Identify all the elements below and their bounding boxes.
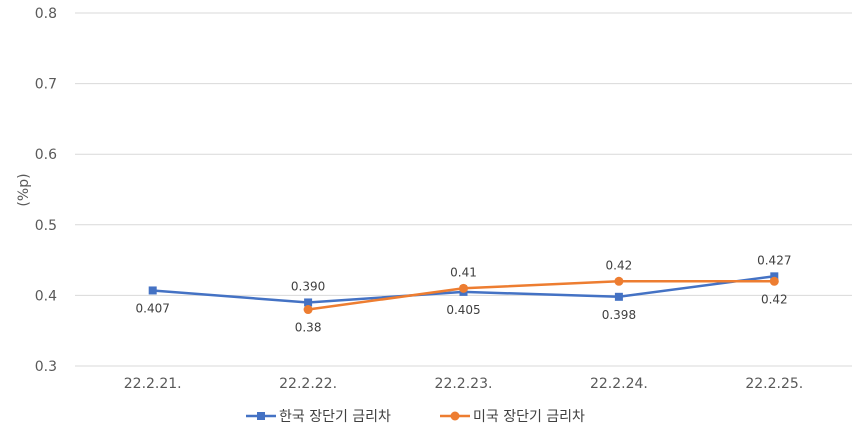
- x-tick-label: 22.2.24.: [590, 376, 648, 392]
- x-tick-label: 22.2.25.: [745, 376, 803, 392]
- legend: 한국 장단기 금리차 미국 장단기 금리차: [246, 409, 585, 425]
- y-tick-label: 0.7: [35, 77, 57, 93]
- data-point-marker: [148, 286, 157, 295]
- y-tick-label: 0.3: [35, 359, 57, 375]
- legend-swatch-marker: [450, 411, 460, 421]
- data-labels: 0.407 0.390 0.405 0.398 0.427 0.38 0.41 0.42 0.4…: [136, 253, 792, 334]
- series-line-2: [307, 280, 775, 311]
- data-label: 0.407: [136, 301, 170, 315]
- x-tick-label: 22.2.22.: [279, 376, 337, 392]
- data-label: 0.42: [761, 292, 788, 306]
- data-point-marker: [770, 272, 779, 281]
- data-label: 0.42: [606, 258, 633, 272]
- y-tick-label: 0.8: [35, 6, 57, 22]
- x-tick-label: 22.2.23.: [435, 376, 493, 392]
- x-tick-label: 22.2.21.: [124, 376, 182, 392]
- y-tick-label: 0.5: [35, 218, 57, 234]
- legend-entry-label: 미국 장단기 금리차: [473, 409, 585, 425]
- data-point-marker: [459, 283, 468, 293]
- legend-entry-label: 한국 장단기 금리차: [279, 409, 391, 425]
- data-label: 0.405: [446, 303, 480, 317]
- y-axis-ticks: 0.3 0.4 0.5 0.6 0.7 0.8: [35, 6, 57, 375]
- data-point-marker: [303, 305, 313, 315]
- data-label: 0.41: [450, 265, 477, 279]
- series-group: [148, 272, 779, 315]
- data-point-marker: [614, 292, 623, 301]
- data-label: 0.390: [291, 279, 325, 293]
- data-label: 0.38: [295, 321, 322, 335]
- y-axis-label: (%p): [16, 173, 32, 206]
- data-point-marker: [769, 276, 779, 286]
- legend-swatch-marker: [257, 412, 265, 420]
- data-point-marker: [614, 276, 624, 286]
- data-point-marker: [304, 298, 313, 307]
- data-label: 0.398: [602, 308, 636, 322]
- y-tick-label: 0.4: [35, 288, 57, 304]
- y-tick-label: 0.6: [35, 147, 57, 163]
- x-axis-ticks: 22.2.21. 22.2.22. 22.2.23. 22.2.24. 22.2.25.: [124, 376, 803, 392]
- data-label: 0.427: [757, 253, 791, 267]
